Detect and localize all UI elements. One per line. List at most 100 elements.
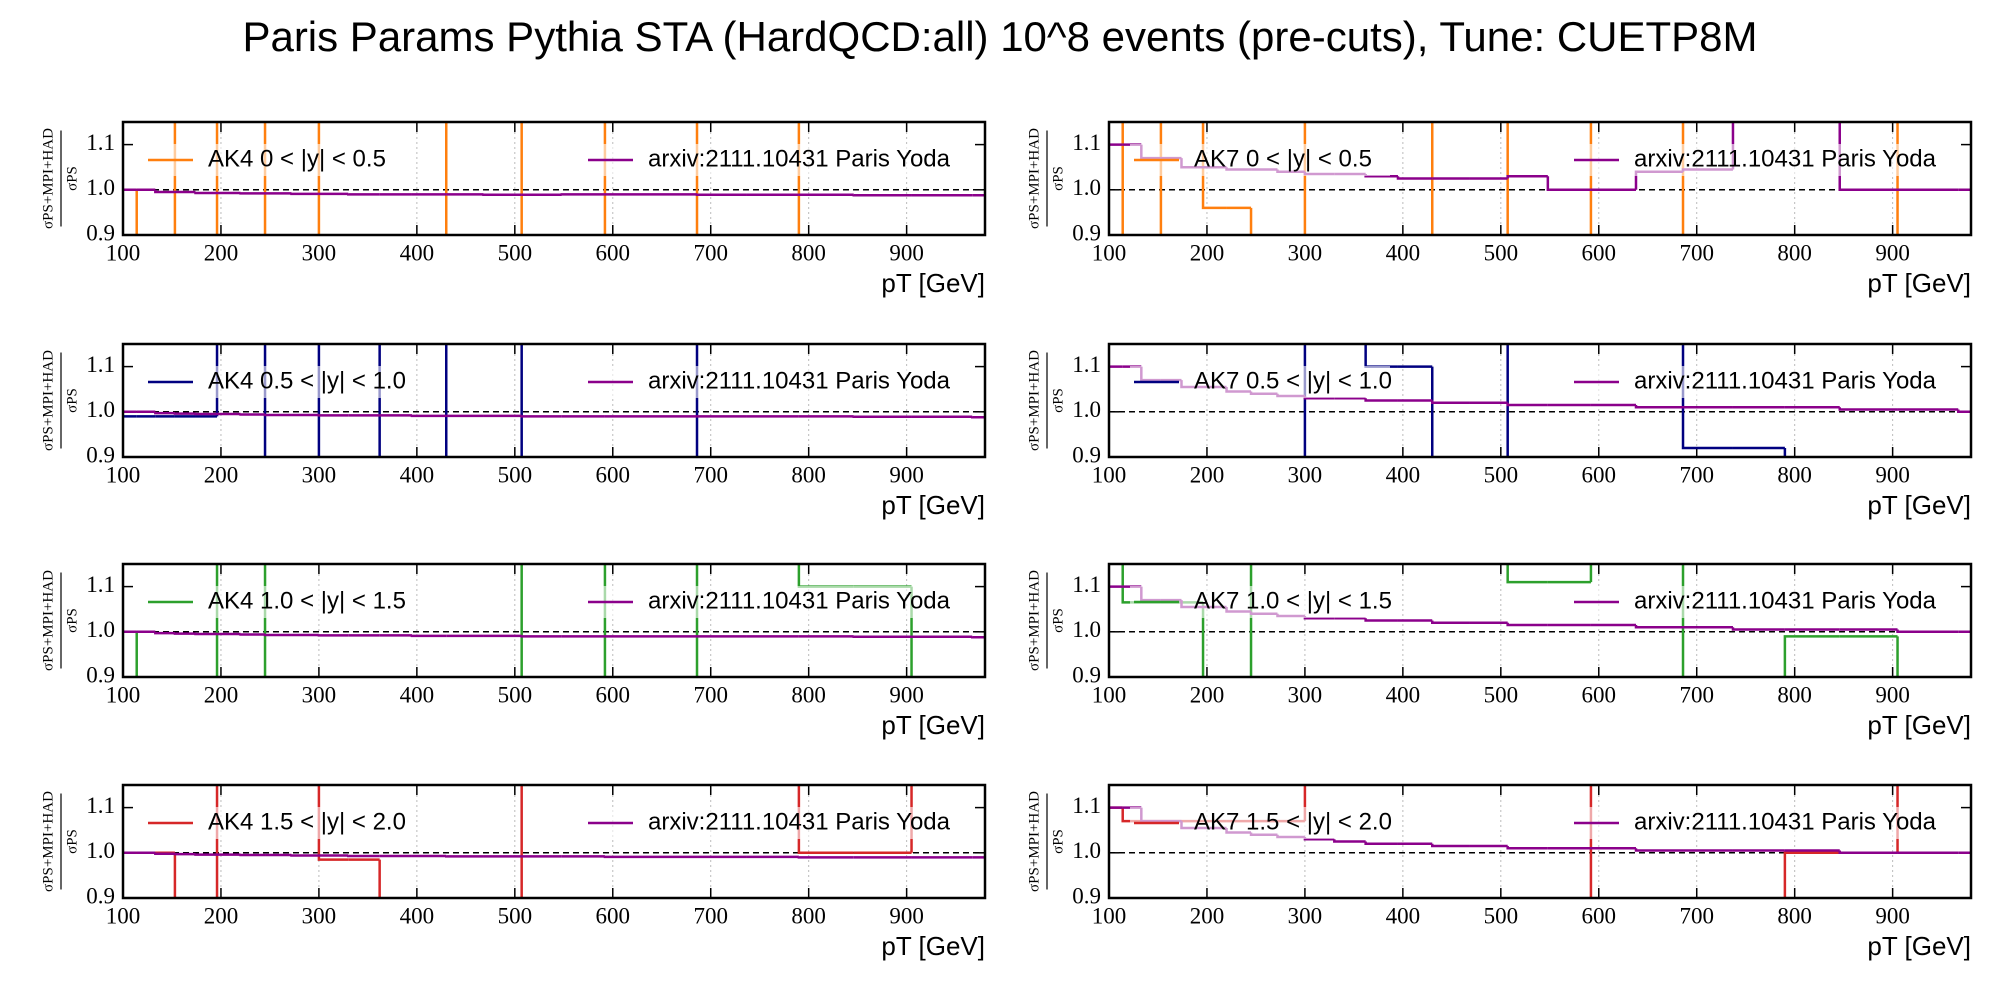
x-tick-label: 100 — [106, 903, 141, 928]
legend-label: arxiv:2111.10431 Paris Yoda — [1634, 367, 1937, 394]
legend-label: AK4 0.5 < |y| < 1.0 — [208, 367, 406, 394]
x-tick-label: 600 — [596, 903, 631, 928]
step-bin — [797, 122, 801, 235]
x-tick-label: 500 — [1484, 682, 1519, 707]
y-axis-label: σPS+MPI+HAD — [1026, 128, 1042, 229]
x-tick-label: 300 — [1288, 682, 1323, 707]
series — [1303, 344, 1787, 457]
y-tick-label: 0.9 — [1072, 883, 1101, 908]
step-bin — [1783, 635, 1840, 677]
x-tick-label: 200 — [1190, 682, 1225, 707]
step-bin — [378, 344, 381, 457]
x-tick-label: 900 — [1875, 240, 1910, 265]
x-tick-label: 300 — [1288, 462, 1323, 487]
step-bin — [1431, 843, 1470, 848]
step-bin — [445, 344, 448, 457]
step-bin — [1121, 122, 1124, 235]
legend-label: AK7 0 < |y| < 0.5 — [1194, 145, 1372, 172]
x-tick-label: 300 — [1288, 903, 1323, 928]
x-tick-label: 700 — [693, 240, 728, 265]
y-tick-label: 1.0 — [1072, 617, 1101, 642]
step-bin — [695, 344, 699, 457]
x-tick-label: 800 — [1777, 240, 1812, 265]
x-tick-label: 800 — [1777, 462, 1812, 487]
legend-label: AK4 1.0 < |y| < 1.5 — [208, 587, 406, 614]
legend-label: AK7 0.5 < |y| < 1.0 — [1194, 367, 1392, 394]
y-tick-label: 0.9 — [86, 220, 115, 245]
x-tick-label: 800 — [791, 903, 826, 928]
x-tick-label: 100 — [1092, 462, 1127, 487]
step-bin — [1681, 122, 1685, 235]
y-axis-label: σPS — [1050, 829, 1066, 854]
panel: 100 200 300 400 500 600 700 800 900 0.9 1.0 1.1 AK7 … — [1026, 120, 1973, 298]
step-bin — [1249, 207, 1253, 235]
series — [123, 851, 985, 859]
x-tick-label: 400 — [400, 903, 435, 928]
step-bin — [1506, 564, 1548, 584]
legend-bg — [584, 807, 954, 839]
x-tick-label: 700 — [1679, 240, 1714, 265]
x-tick-label: 900 — [1875, 903, 1910, 928]
legend-label: AK4 0 < |y| < 0.5 — [208, 145, 386, 172]
step-bin — [1783, 851, 1840, 898]
x-axis-label: pT [GeV] — [881, 268, 985, 298]
step-bin — [1364, 841, 1398, 846]
x-axis-label: pT [GeV] — [1867, 268, 1971, 298]
step-bin — [1506, 174, 1548, 179]
x-tick-label: 500 — [498, 240, 533, 265]
step-bin — [1364, 618, 1398, 622]
step-bin — [1783, 447, 1787, 457]
series — [123, 410, 985, 419]
legend-label: arxiv:2111.10431 Paris Yoda — [1634, 587, 1937, 614]
x-tick-label: 400 — [1386, 903, 1421, 928]
y-axis-label: σPS — [64, 166, 80, 191]
y-axis-label: σPS — [1050, 166, 1066, 191]
step-bin — [1303, 122, 1307, 235]
step-bin — [695, 122, 699, 235]
y-axis-label: σPS — [64, 829, 80, 854]
y-axis-label: σPS+MPI+HAD — [1026, 570, 1042, 671]
axes-frame — [121, 783, 987, 900]
y-tick-label: 1.1 — [86, 130, 115, 155]
x-tick-label: 200 — [204, 682, 239, 707]
legend-bg — [584, 144, 954, 176]
panel: 100 200 300 400 500 600 700 800 900 0.9 1.0 1.1 AK7 … — [1026, 562, 1973, 740]
x-tick-label: 400 — [400, 682, 435, 707]
panel: 100 200 300 400 500 600 700 800 900 0.9 1.0 1.1 AK4 … — [40, 562, 987, 740]
y-axis-label: σPS — [1050, 388, 1066, 413]
x-axis-label: pT [GeV] — [1867, 710, 1971, 740]
x-tick-label: 900 — [889, 682, 924, 707]
legend-label: arxiv:2111.10431 Paris Yoda — [1634, 808, 1937, 835]
step-bin — [1431, 366, 1434, 457]
y-axis-label: σPS — [64, 608, 80, 633]
x-tick-label: 300 — [302, 462, 337, 487]
step-bin — [1731, 627, 1785, 631]
x-tick-label: 100 — [106, 682, 141, 707]
x-tick-label: 700 — [693, 462, 728, 487]
y-tick-label: 0.9 — [1072, 662, 1101, 687]
x-tick-label: 400 — [1386, 682, 1421, 707]
x-axis-label: pT [GeV] — [881, 710, 985, 740]
step-bin — [317, 785, 349, 861]
step-bin — [1634, 405, 1684, 409]
y-tick-label: 1.1 — [1072, 572, 1101, 597]
y-axis-label: σPS+MPI+HAD — [40, 570, 56, 671]
legend-bg — [1570, 586, 1940, 618]
y-tick-label: 0.9 — [1072, 220, 1101, 245]
x-tick-label: 600 — [596, 462, 631, 487]
x-tick-label: 100 — [106, 240, 141, 265]
legend-bg — [1570, 366, 1940, 398]
step-bin — [1396, 176, 1433, 180]
step-bin — [173, 852, 177, 898]
step-bin — [1431, 620, 1470, 625]
y-tick-label: 1.0 — [86, 838, 115, 863]
step-bin — [520, 344, 523, 457]
step-bin — [378, 859, 381, 898]
y-tick-label: 1.1 — [86, 572, 115, 597]
x-tick-label: 100 — [1092, 240, 1127, 265]
axes-frame — [1107, 120, 1973, 237]
x-tick-label: 500 — [1484, 462, 1519, 487]
y-tick-label: 1.0 — [1072, 175, 1101, 200]
x-tick-label: 100 — [1092, 903, 1127, 928]
panel: 100 200 300 400 500 600 700 800 900 0.9 1.0 1.1 AK7 … — [1026, 342, 1973, 520]
